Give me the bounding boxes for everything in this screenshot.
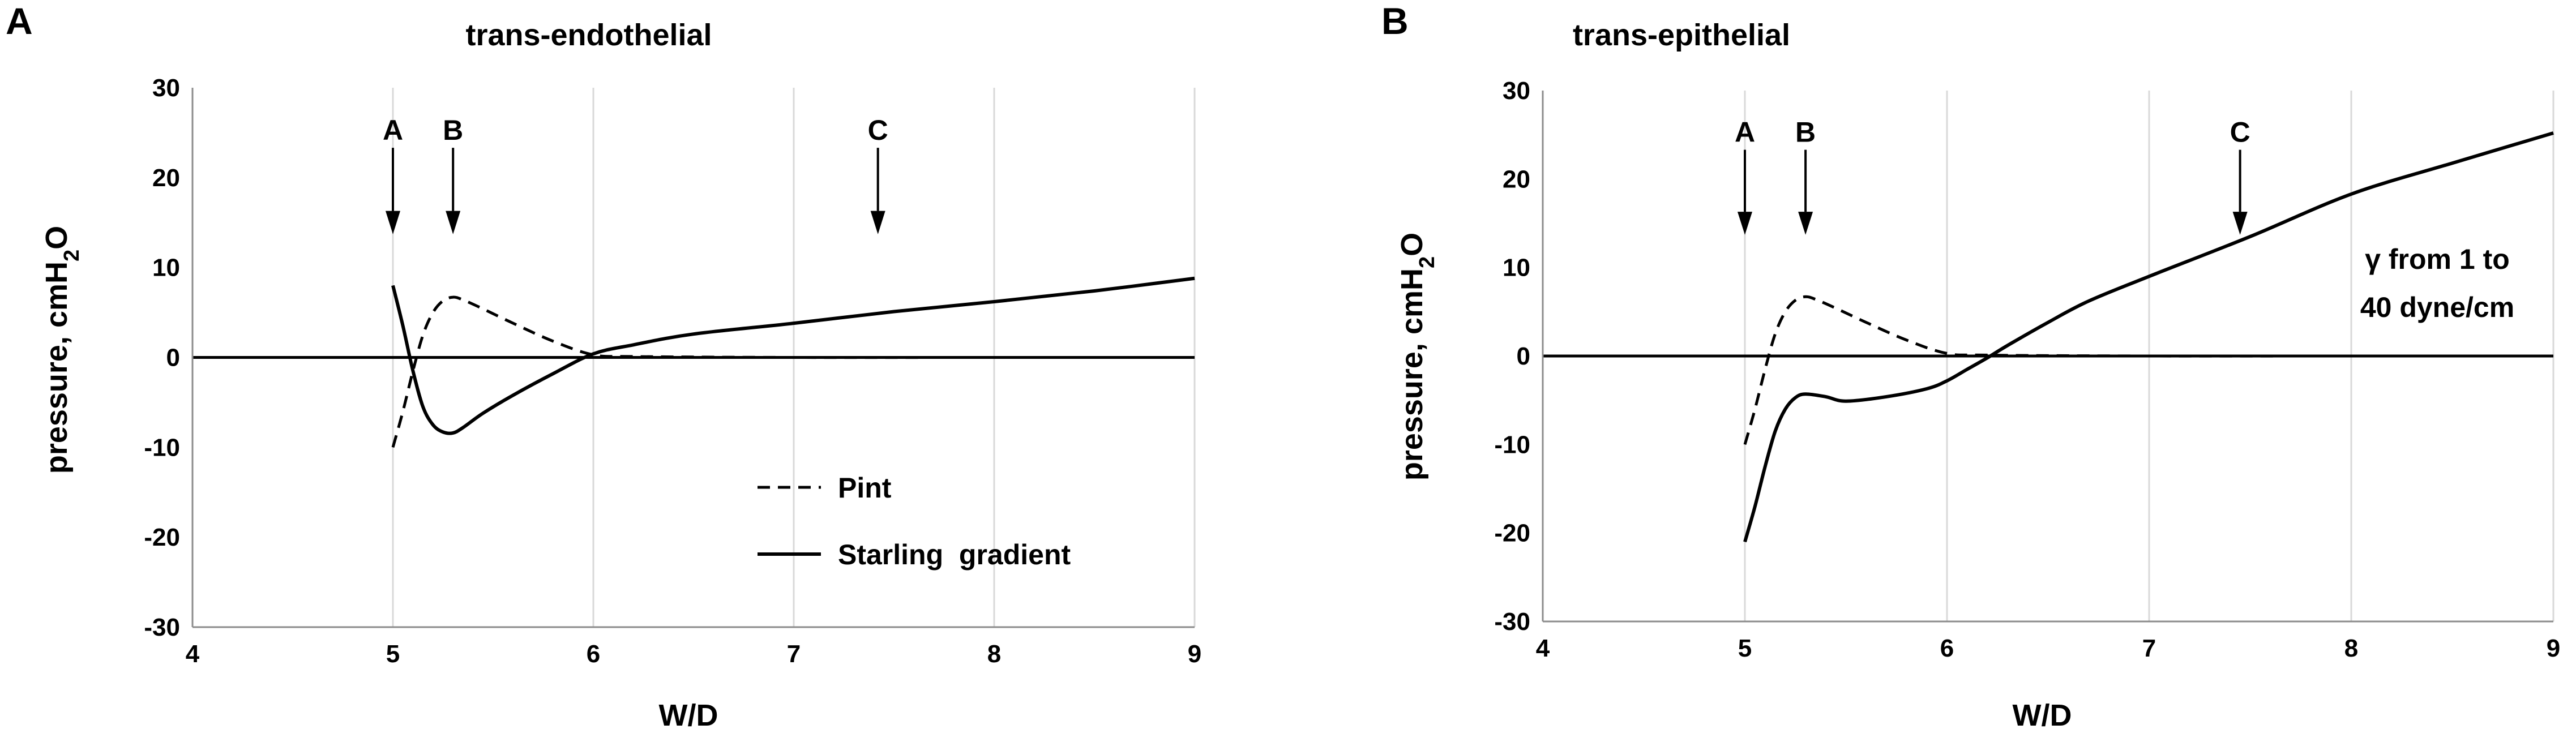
marker-b-arrow-head [446,211,461,234]
x-tick-label-8: 8 [2344,634,2358,662]
panel-b-markers: A B C [1735,117,2250,235]
x-tick-label-7: 7 [787,640,801,668]
y-tick-label-30: 30 [1503,77,1530,105]
panel-a-legend: Pint Starling gradient [758,472,1071,571]
x-tick-label-5: 5 [386,640,400,668]
y-tick-label--30: -30 [144,614,180,641]
panel-b-x-axis [1542,91,2553,623]
x-tick-label-6: 6 [1940,634,1954,662]
y-tick-label--20: -20 [1494,520,1530,547]
legend-pint-label: Pint [838,472,892,504]
marker-c-label: C [868,114,888,146]
y-tick-label-30: 30 [152,74,180,102]
y-tick-label--10: -10 [1494,431,1530,458]
marker-c-label: C [2230,117,2250,148]
panel-a-y-ticks: -30 -20 -10 0 10 20 30 [144,74,180,641]
panel-b-letter: B [1381,0,1409,42]
panel-a-letter: A [6,0,33,42]
panel-a-title: trans-endothelial [465,18,712,52]
marker-a-label: A [383,114,403,146]
x-tick-label-4: 4 [186,640,200,668]
panel-a-x-ticks: 4 5 6 7 8 9 [186,640,1201,668]
y-tick-label-10: 10 [152,254,180,282]
panel-b-y-axis-label: pressure, cmH2O [1395,233,1439,481]
x-tick-label-4: 4 [1536,634,1550,662]
series-line-pint [391,295,1195,448]
panel-b-annotation-line-1: γ from 1 to [2365,243,2510,275]
panel-b-x-ticks: 4 5 6 7 8 9 [1536,634,2560,662]
panel-a-x-axis [191,88,1195,628]
marker-b-label: B [1795,117,1816,148]
y-tick-label--30: -30 [1494,608,1530,636]
marker-a-arrow-head [1738,212,1752,235]
legend-starling-label: Starling gradient [838,539,1071,571]
panel-a-y-axis-label: pressure, cmH2O [40,226,84,474]
marker-b-label: B [443,114,463,146]
y-tick-label-20: 20 [152,164,180,192]
panel-a-series [391,276,1195,448]
x-tick-label-5: 5 [1738,634,1752,662]
panel-a: A trans-endothelial 4 5 6 7 8 9 -30 -20 -10 0 10 2… [6,0,1201,729]
panel-b: B trans-epithelial 4 5 6 7 8 9 -30 -20 -10 0 10 20… [1381,0,2560,729]
marker-b-arrow-head [1798,212,1813,235]
series-line-starling-gradient [1743,131,2554,543]
marker-a-label: A [1735,117,1755,148]
panel-b-title: trans-epithelial [1573,18,1790,52]
x-tick-label-7: 7 [2142,634,2156,662]
y-tick-label--10: -10 [144,434,180,461]
x-tick-label-6: 6 [587,640,600,668]
panel-b-series [1743,131,2554,543]
y-tick-label-0: 0 [166,344,180,372]
x-tick-label-9: 9 [2547,634,2560,662]
y-tick-label-0: 0 [1517,342,1530,370]
x-tick-label-9: 9 [1188,640,1201,668]
panel-b-x-axis-label: W/D [2013,698,2072,729]
marker-c-arrow-head [870,211,885,234]
y-tick-label-10: 10 [1503,254,1530,282]
series-line-pint [1743,295,2553,445]
panel-b-y-ticks: -30 -20 -10 0 10 20 30 [1494,77,1530,636]
y-tick-label-20: 20 [1503,165,1530,193]
y-tick-label--20: -20 [144,524,180,551]
x-tick-label-8: 8 [987,640,1001,668]
marker-a-arrow-head [386,211,400,234]
series-line-starling-gradient [391,276,1195,435]
panel-b-annotation-line-2: 40 dyne/cm [2360,291,2514,323]
panel-a-x-axis-label: W/D [659,698,718,729]
marker-c-arrow-head [2232,212,2248,235]
panel-a-markers: A B C [383,114,888,234]
